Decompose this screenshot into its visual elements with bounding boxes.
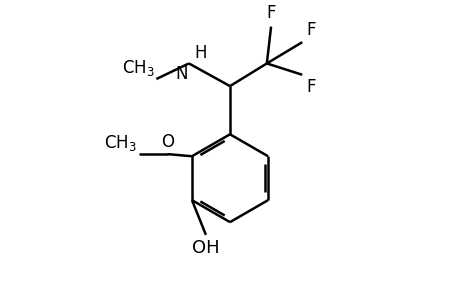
Text: F: F bbox=[266, 4, 275, 22]
Text: OH: OH bbox=[192, 239, 219, 257]
Text: N: N bbox=[174, 65, 187, 83]
Text: H: H bbox=[194, 44, 207, 62]
Text: O: O bbox=[161, 133, 174, 151]
Text: CH$_3$: CH$_3$ bbox=[122, 58, 155, 78]
Text: CH$_3$: CH$_3$ bbox=[103, 133, 136, 153]
Text: F: F bbox=[306, 21, 315, 39]
Text: F: F bbox=[306, 78, 315, 96]
